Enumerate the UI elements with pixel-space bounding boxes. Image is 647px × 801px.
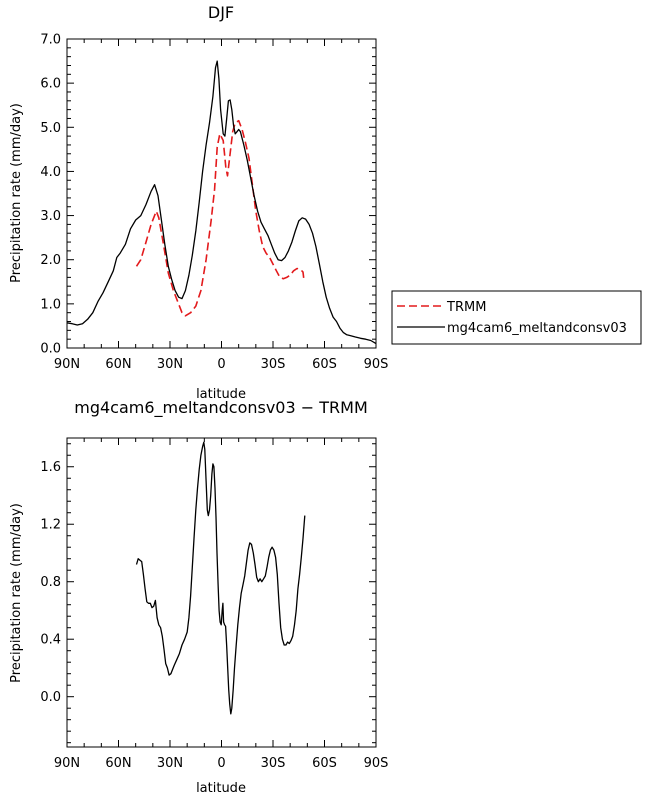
- top-series-line-trmm: [135, 119, 305, 317]
- bottom-xtick-label: 60S: [312, 756, 337, 771]
- top-chart-frame: [66, 38, 377, 349]
- top-ytick-label: 6.0: [40, 77, 61, 92]
- bottom-ytick-label: 1.6: [40, 460, 61, 475]
- top-xtick-label: 60N: [105, 357, 131, 372]
- bottom-xtick-label: 0: [217, 756, 225, 771]
- bottom-ytick-label: 1.2: [40, 518, 61, 533]
- top-xtick-label: 30N: [157, 357, 183, 372]
- top-chart-series-group: [66, 60, 377, 345]
- top-ytick-label: 7.0: [40, 33, 61, 48]
- bottom-xtick-label: 60N: [105, 756, 131, 771]
- bottom-xtick-label: 30S: [261, 756, 286, 771]
- top-ytick-label: 3.0: [40, 209, 61, 224]
- bottom-chart-axes: 0.0 0.4 0.8 1.2 1.6 90N 60N 30N 0 30S 60S 90S: [40, 438, 388, 771]
- bottom-ytick-label: 0.0: [40, 690, 61, 705]
- top-ytick-label: 4.0: [40, 165, 61, 180]
- top-chart-title: DJF: [208, 3, 234, 22]
- top-chart-ylabel: Precipitation rate (mm/day): [9, 103, 24, 283]
- bottom-chart-frame: [66, 437, 377, 748]
- top-chart-legend: TRMM mg4cam6_meltandconsv03: [391, 290, 642, 345]
- legend-label-model: mg4cam6_meltandconsv03: [447, 321, 627, 336]
- bottom-ytick-label: 0.4: [40, 633, 61, 648]
- bottom-chart-ylabel: Precipitation rate (mm/day): [9, 503, 24, 683]
- top-ytick-label: 0.0: [40, 342, 61, 357]
- bottom-series-line-difference-0: [135, 441, 306, 715]
- bottom-chart-title: mg4cam6_meltandconsv03 − TRMM: [74, 398, 368, 418]
- top-chart-xlabel: latitude: [196, 387, 246, 402]
- top-series-line-mg4cam6-meltandconsv03: [66, 60, 377, 345]
- bottom-chart-series-group: [135, 441, 306, 715]
- legend-label-trmm: TRMM: [446, 300, 486, 315]
- top-xtick-label: 30S: [261, 357, 286, 372]
- bottom-chart-panel: mg4cam6_meltandconsv03 − TRMM 0.0 0.4 0.8 1…: [9, 398, 388, 796]
- bottom-xtick-label: 90N: [54, 756, 80, 771]
- top-ytick-label: 2.0: [40, 253, 61, 268]
- legend-box: [391, 290, 642, 345]
- top-xtick-label: 90N: [54, 357, 80, 372]
- top-ytick-label: 1.0: [40, 297, 61, 312]
- top-chart-axes: 0.0 1.0 2.0 3.0 4.0 5.0 6.0 7.0 90N 60N 30N 0 30S 60S…: [40, 33, 388, 373]
- top-xtick-label: 60S: [312, 357, 337, 372]
- bottom-xtick-label: 90S: [364, 756, 389, 771]
- top-xtick-label: 90S: [364, 357, 389, 372]
- top-xtick-label: 0: [217, 357, 225, 372]
- bottom-ytick-label: 0.8: [40, 575, 61, 590]
- top-ytick-label: 5.0: [40, 121, 61, 136]
- bottom-chart-xlabel: latitude: [196, 781, 246, 796]
- top-chart-panel: DJF 0.0 1.0 2.0 3.0 4.0 5.0 6.0 7.0 90N 60N 30N 0 30…: [9, 3, 388, 402]
- bottom-xtick-label: 30N: [157, 756, 183, 771]
